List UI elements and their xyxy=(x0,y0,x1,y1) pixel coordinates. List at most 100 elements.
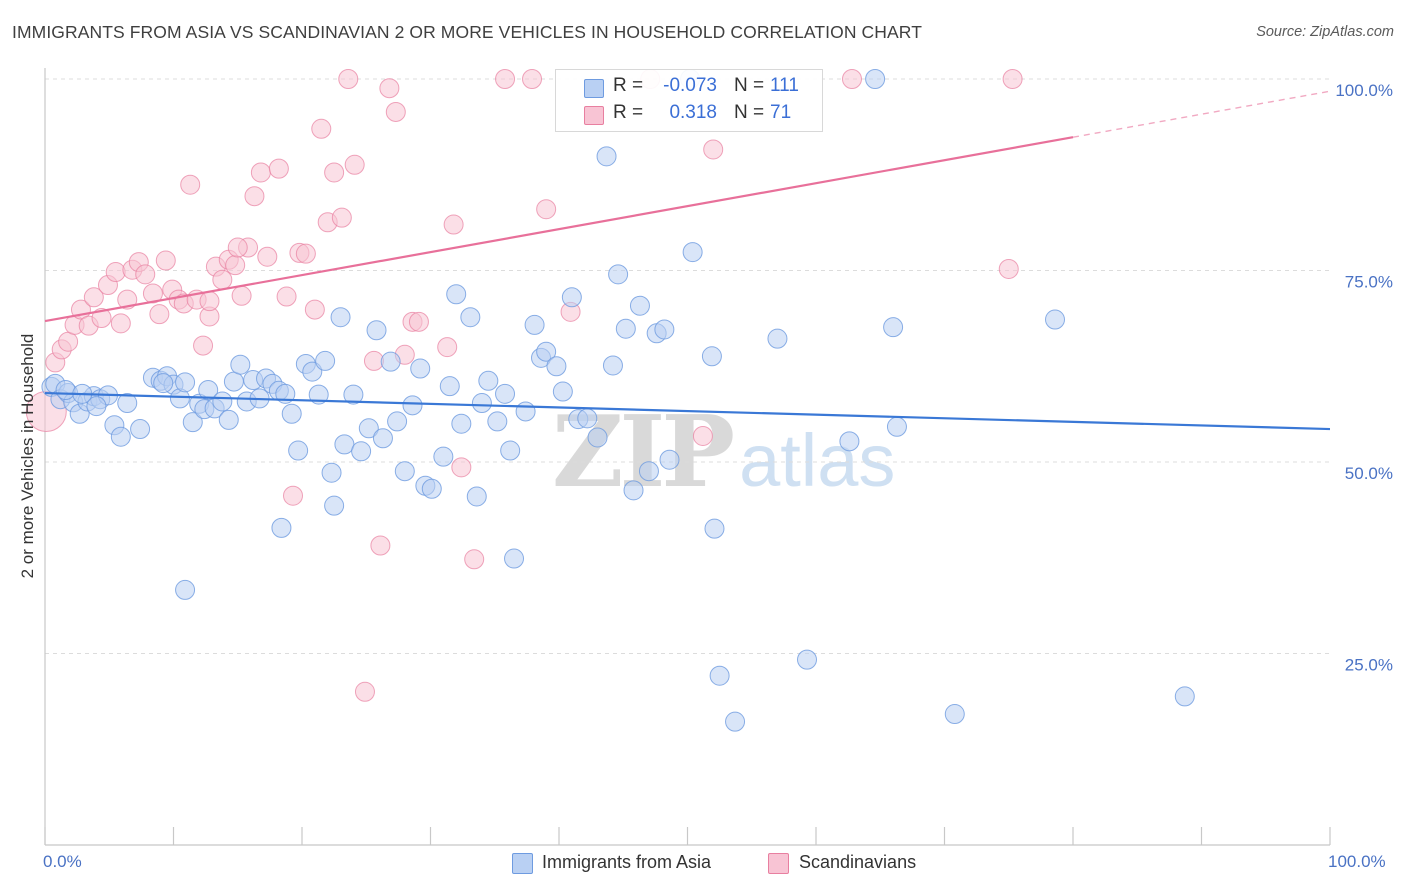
scandinavians-point xyxy=(199,291,220,312)
legend-n-label: N = xyxy=(734,102,765,123)
asia-point xyxy=(546,356,567,377)
scandinavians-trend-line xyxy=(44,136,1074,323)
asia-point xyxy=(321,462,342,483)
scandinavians-point xyxy=(464,549,485,570)
y-tick-label: 50.0% xyxy=(1345,464,1393,483)
asia-point xyxy=(608,264,629,285)
asia-point xyxy=(402,395,423,416)
asia-point xyxy=(271,517,292,538)
scandinavians-point xyxy=(703,139,724,160)
asia-point xyxy=(944,704,965,725)
asia-point xyxy=(865,69,886,89)
asia-point xyxy=(182,412,203,433)
legend-swatch-scandinavians xyxy=(584,106,604,125)
asia-point xyxy=(536,341,557,362)
scandinavians-point xyxy=(495,69,516,89)
asia-point xyxy=(886,416,907,437)
asia-point xyxy=(130,419,151,440)
scandinavians-point xyxy=(536,199,557,220)
asia-point xyxy=(175,372,196,393)
bottom-legend-label-scandinavians: Scandinavians xyxy=(799,852,917,872)
asia-point xyxy=(366,320,387,341)
scandinavians-point xyxy=(437,337,458,358)
asia-point xyxy=(638,461,659,482)
scandinavians-point xyxy=(295,243,316,264)
scandinavians-point xyxy=(338,69,359,89)
asia-point xyxy=(552,381,573,402)
y-axis-title: 2 or more Vehicles in Household xyxy=(18,333,37,579)
scandinavians-point xyxy=(135,264,156,285)
asia-point xyxy=(308,384,329,405)
y-tick-labels: 25.0% 50.0% 75.0% 100.0% xyxy=(1335,81,1393,675)
correlation-legend: R = -0.073 N = 111 R = 0.318 N = 71 xyxy=(555,69,823,132)
scandinavians-point xyxy=(231,285,252,306)
asia-point xyxy=(433,446,454,467)
scandinavians-point xyxy=(344,154,365,175)
asia-point xyxy=(223,371,244,392)
asia-point xyxy=(451,413,472,434)
legend-r-value: 0.318 xyxy=(669,102,717,123)
scandinavians-point xyxy=(149,304,170,325)
asia-point xyxy=(212,391,233,412)
asia-point xyxy=(682,242,703,263)
asia-point xyxy=(86,396,107,417)
asia-point xyxy=(596,146,617,167)
legend-swatch-asia xyxy=(584,79,604,98)
scandinavians-point xyxy=(91,307,112,328)
scandinavians-point xyxy=(1002,69,1023,89)
scandinavians-point xyxy=(193,335,214,356)
asia-point xyxy=(767,328,788,349)
asia-point xyxy=(330,307,351,328)
scandinavians-point xyxy=(244,186,265,207)
x-tick-label-min: 0.0% xyxy=(43,852,82,871)
asia-point xyxy=(615,318,636,339)
legend-n-value: 111 xyxy=(770,75,799,96)
scandinavians-point xyxy=(443,214,464,235)
scandinavians-point xyxy=(155,250,176,271)
trend-lines xyxy=(44,90,1331,431)
bottom-legend-swatch-asia xyxy=(512,853,533,874)
scandinavians-point xyxy=(311,118,332,139)
scandinavians-point xyxy=(117,289,138,310)
scandinavians-point xyxy=(250,162,271,183)
asia-point xyxy=(659,449,680,470)
asia-point xyxy=(478,370,499,391)
scandinavians-point xyxy=(180,174,201,195)
asia-point xyxy=(709,665,730,686)
scandinavians-point xyxy=(276,286,297,307)
asia-point xyxy=(524,314,545,335)
asia-point xyxy=(460,307,481,328)
asia-point xyxy=(288,440,309,461)
asia-point xyxy=(629,295,650,316)
asia-point xyxy=(654,319,675,340)
scandinavians-point xyxy=(379,78,400,99)
asia-point xyxy=(1174,686,1195,707)
asia-point xyxy=(587,427,608,448)
scandinavians-point xyxy=(841,69,862,89)
scandinavians-trend-extension xyxy=(1072,90,1331,138)
asia-point xyxy=(358,418,379,439)
asia-point xyxy=(343,384,364,405)
asia-point xyxy=(500,440,521,461)
legend-n-value: 71 xyxy=(770,102,792,123)
asia-point xyxy=(602,355,623,376)
scandinavians-point xyxy=(354,681,375,702)
asia-point xyxy=(561,287,582,308)
scandinavians-point xyxy=(451,457,472,478)
scandinavians-point xyxy=(363,350,384,371)
scandinavians-point xyxy=(692,425,713,446)
asia-point xyxy=(797,649,818,670)
scandinavians-point xyxy=(304,299,325,320)
chart-title: IMMIGRANTS FROM ASIA VS SCANDINAVIAN 2 O… xyxy=(12,22,922,42)
scandinavians-point xyxy=(105,262,126,283)
asia-point xyxy=(324,495,345,516)
bottom-legend-label-asia: Immigrants from Asia xyxy=(542,852,712,872)
asia-point xyxy=(439,376,460,397)
asia-point xyxy=(839,431,860,452)
scandinavians-point xyxy=(225,255,246,276)
asia-point xyxy=(1045,309,1066,330)
asia-point xyxy=(701,346,722,367)
scandinavians-point xyxy=(324,162,345,183)
